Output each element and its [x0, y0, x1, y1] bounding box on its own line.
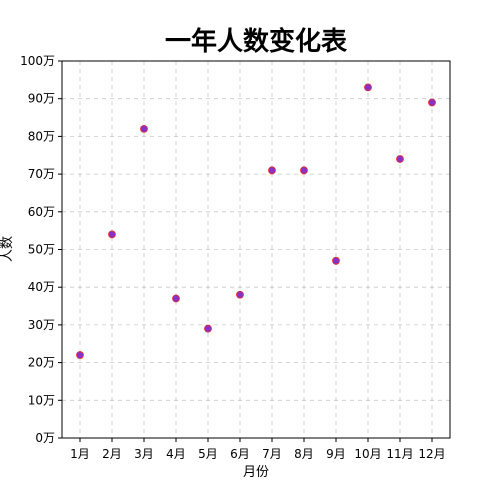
x-tick-label: 11月 — [386, 447, 413, 461]
data-point — [204, 324, 212, 333]
y-tick-label: 0万 — [35, 431, 55, 445]
axis-ticks: 1月 2月 3月 4月 5月 6月 7月 8月 9月 10月 11月 12月 0万 10万 20万 30万 40… — [20, 54, 446, 461]
x-tick-label: 1月 — [70, 447, 90, 461]
y-tick-label: 20万 — [28, 356, 55, 370]
x-tick-label: 12月 — [418, 447, 445, 461]
x-tick-label: 2月 — [102, 447, 122, 461]
grid-lines — [62, 61, 450, 438]
y-tick-label: 100万 — [20, 54, 55, 68]
x-tick-label: 3月 — [134, 447, 154, 461]
y-tick-label: 80万 — [28, 129, 55, 143]
y-tick-label: 30万 — [28, 318, 55, 332]
x-axis-label: 月份 — [243, 465, 269, 480]
data-point — [172, 294, 180, 303]
y-tick-label: 40万 — [28, 280, 55, 294]
x-tick-label: 7月 — [262, 447, 282, 461]
data-point — [396, 155, 404, 163]
data-point — [332, 256, 340, 265]
data-point — [236, 290, 244, 299]
data-point — [300, 166, 308, 175]
x-tick-label: 8月 — [294, 447, 314, 461]
y-tick-label: 10万 — [28, 393, 55, 407]
data-points — [76, 83, 436, 359]
y-tick-label: 50万 — [28, 243, 55, 257]
data-point — [140, 124, 148, 133]
x-tick-label: 9月 — [326, 447, 346, 461]
y-tick-label: 70万 — [28, 167, 55, 181]
data-point — [76, 351, 84, 359]
data-point — [428, 98, 436, 107]
y-tick-label: 90万 — [28, 92, 55, 106]
data-point — [108, 230, 116, 239]
y-axis-label: 人数 — [0, 236, 15, 262]
data-point — [268, 166, 276, 175]
plot-frame — [61, 60, 451, 439]
x-tick-label: 10月 — [354, 447, 381, 461]
x-tick-label: 6月 — [230, 447, 250, 461]
y-tick-label: 60万 — [28, 205, 55, 219]
x-tick-label: 4月 — [166, 447, 186, 461]
chart-title: 一年人数变化表 — [165, 26, 348, 57]
x-tick-label: 5月 — [198, 447, 218, 461]
data-point — [364, 83, 372, 92]
